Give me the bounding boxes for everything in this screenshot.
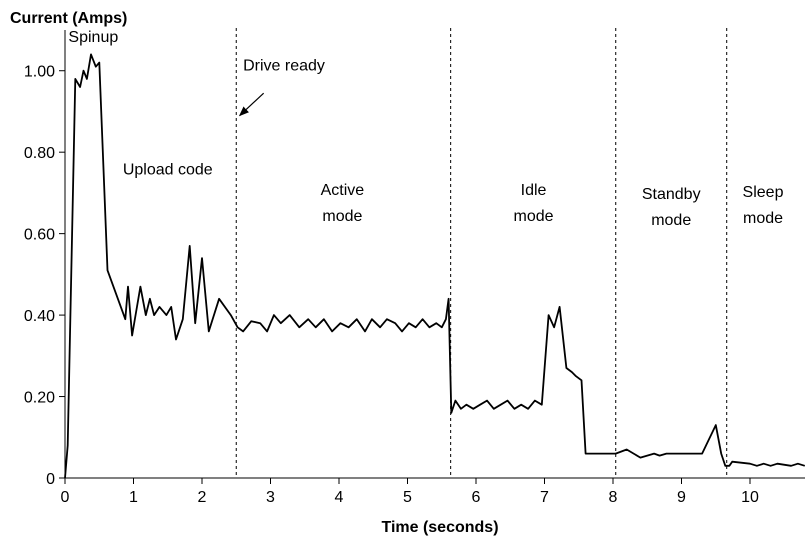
- x-tick-label: 3: [266, 489, 275, 506]
- x-tick-label: 6: [472, 489, 481, 506]
- region-label-line: mode: [651, 212, 691, 229]
- y-tick-label: 0: [46, 471, 55, 488]
- x-tick-label: 4: [335, 489, 344, 506]
- x-tick-label: 2: [198, 489, 207, 506]
- region-label-line: Sleep: [743, 184, 784, 201]
- region-label: Sleep mode: [743, 184, 784, 227]
- x-tick-label: 1: [129, 489, 138, 506]
- mode-boundaries: [235, 28, 728, 478]
- x-tick-label: 9: [677, 489, 686, 506]
- region-label-line: Standby: [642, 186, 701, 203]
- y-tick-label: 0.60: [24, 227, 55, 244]
- region-label-line: Spinup: [68, 29, 118, 46]
- region-label-line: mode: [514, 208, 554, 225]
- x-tick-label: 8: [609, 489, 618, 506]
- x-tick-label: 7: [540, 489, 549, 506]
- region-label-line: Active: [321, 182, 365, 199]
- region-label: Active mode: [321, 182, 365, 225]
- y-axis: 0 0.20 0.40 0.60 0.80 1.00: [24, 30, 66, 488]
- drive-ready-annotation: Drive ready: [238, 58, 325, 117]
- x-tick-label: 5: [403, 489, 412, 506]
- x-tick-label: 0: [61, 489, 70, 506]
- region-label: Standby mode: [642, 186, 701, 229]
- region-label-line: Idle: [521, 182, 547, 199]
- current-series-line: [64, 53, 806, 479]
- drive-ready-arrow: [238, 92, 265, 117]
- y-tick-label: 1.00: [24, 64, 55, 81]
- region-label: Idle mode: [514, 182, 554, 225]
- region-label-line: mode: [322, 208, 362, 225]
- region-label-line: Upload code: [123, 162, 213, 179]
- y-tick-label: 0.80: [24, 145, 55, 162]
- y-axis-title: Current (Amps): [10, 10, 127, 27]
- y-tick-label: 0.40: [24, 308, 55, 325]
- region-label: Upload code: [123, 162, 213, 179]
- x-tick-label: 10: [741, 489, 759, 506]
- x-axis-title: Time (seconds): [381, 519, 498, 536]
- drive-ready-label: Drive ready: [243, 58, 325, 75]
- x-axis: 0 1 2 3 4 5 6 7 8 9 10: [61, 477, 805, 506]
- series-group: [64, 53, 806, 479]
- region-label: Spinup: [68, 29, 118, 46]
- region-label-line: mode: [743, 210, 783, 227]
- y-tick-label: 0.20: [24, 390, 55, 407]
